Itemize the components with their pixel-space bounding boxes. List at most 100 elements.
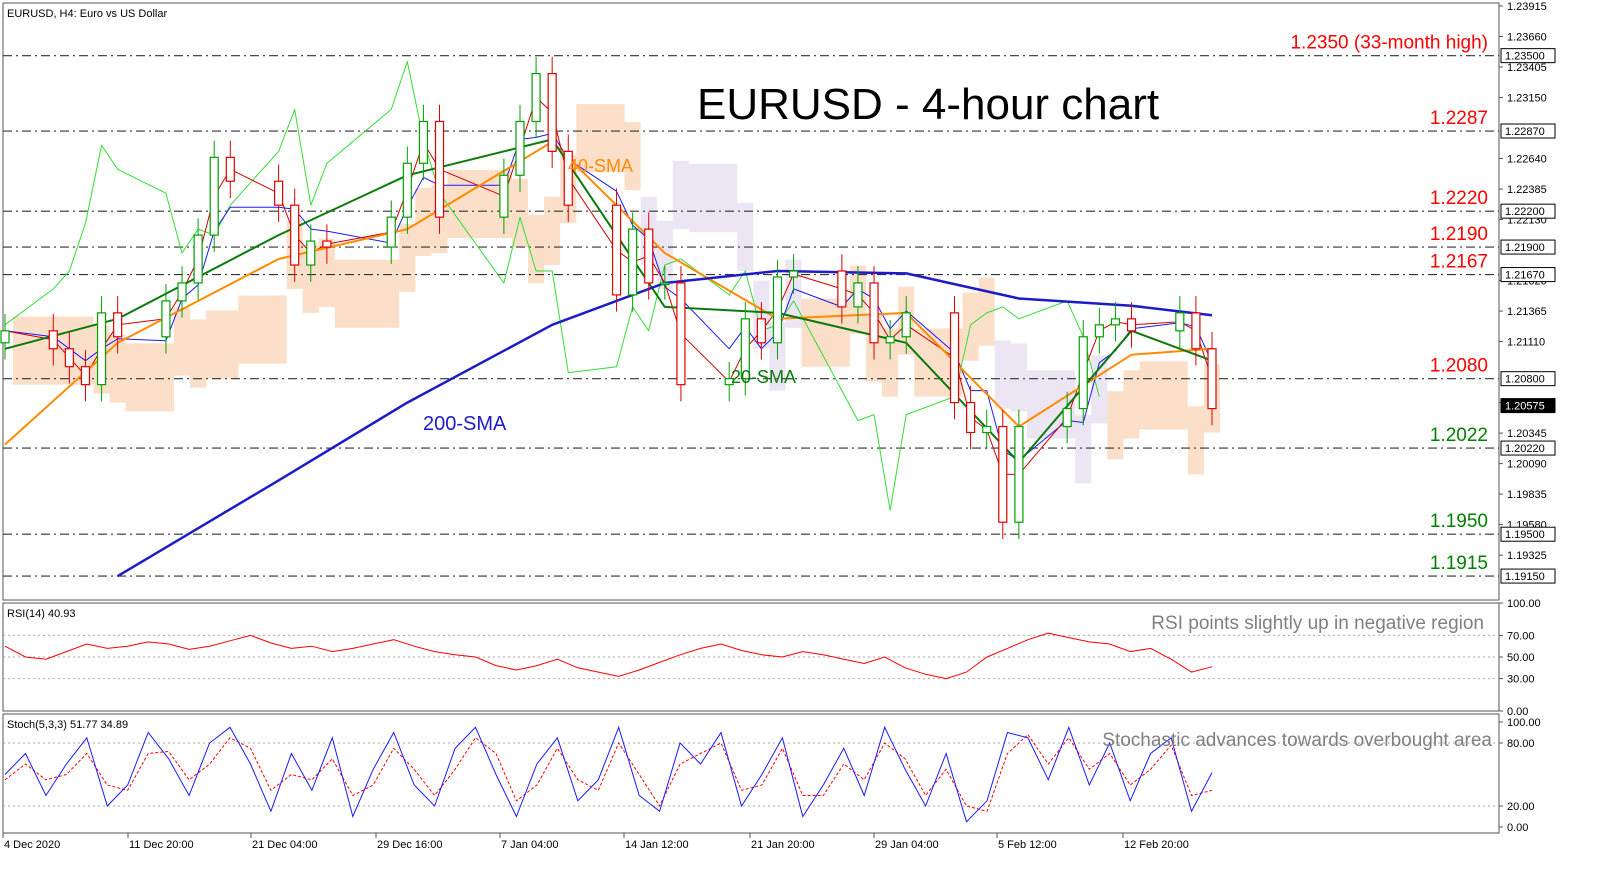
sma200-label: 200-SMA bbox=[423, 413, 507, 435]
candle-up bbox=[1014, 425, 1024, 523]
x-tick-label: 29 Dec 16:00 bbox=[377, 839, 442, 851]
level-tag-box bbox=[1500, 123, 1556, 139]
y-tick-label: 1.22385 bbox=[1507, 184, 1547, 196]
tenkan-sen-line bbox=[4, 97, 1213, 475]
level-tag-box bbox=[1500, 440, 1556, 456]
y-tick-label: 1.22640 bbox=[1507, 154, 1547, 166]
level-tag-box bbox=[1500, 398, 1556, 414]
time-axis: 4 Dec 2020 11 Dec 20:00 21 Dec 04:00 29 Dec… bbox=[2, 833, 1189, 851]
candle-up bbox=[853, 282, 863, 308]
candle-up bbox=[193, 234, 203, 284]
level-tag-box bbox=[1500, 48, 1556, 64]
candle-down bbox=[273, 180, 284, 206]
x-tick-label: 29 Jan 04:00 bbox=[875, 839, 939, 851]
level-tag-label: 1.21670 bbox=[1505, 270, 1545, 282]
candle-down bbox=[290, 204, 300, 266]
level-tag-label: 1.20220 bbox=[1505, 443, 1545, 455]
cloud-segment bbox=[882, 328, 899, 397]
level-annotation: 1.2287 bbox=[1430, 108, 1488, 129]
rsi-tick-label: 50.00 bbox=[1507, 652, 1535, 664]
level-annotation: 1.1950 bbox=[1430, 511, 1488, 532]
level-annotation: 1.2022 bbox=[1430, 425, 1488, 446]
candle-down bbox=[611, 204, 622, 296]
cloud-segment bbox=[544, 196, 561, 266]
candle-up bbox=[1078, 336, 1088, 410]
cloud-segment bbox=[399, 223, 416, 292]
candle-up bbox=[772, 276, 783, 344]
candle-up bbox=[0, 330, 10, 344]
candle-up bbox=[1175, 312, 1185, 332]
symbol-info: EURUSD, H4: Euro vs US Dollar bbox=[7, 8, 167, 20]
level-annotation: 1.2220 bbox=[1430, 188, 1488, 209]
cloud-segment bbox=[109, 334, 126, 403]
cloud-segment bbox=[125, 343, 174, 412]
sma40-line bbox=[4, 140, 1213, 446]
level-tags: 1.23500 1.22870 1.22200 1.21900 1.21670 1.208… bbox=[1500, 48, 1556, 584]
cloud-segment bbox=[13, 316, 62, 385]
x-tick-label: 4 Dec 2020 bbox=[4, 839, 60, 851]
cloud-segment bbox=[206, 310, 223, 379]
cloud-segment bbox=[318, 238, 335, 307]
y-tick-label: 1.19325 bbox=[1507, 550, 1547, 562]
x-tick-label: 14 Jan 12:00 bbox=[625, 839, 689, 851]
stochastic-indicator: 100.00 80.00 20.00 0.00 bbox=[3, 717, 1541, 834]
rsi-tick-label: 100.00 bbox=[1507, 598, 1541, 610]
candle-down bbox=[965, 401, 976, 434]
candle-up bbox=[982, 425, 992, 434]
level-tag-box bbox=[1500, 371, 1556, 387]
stoch-panel bbox=[2, 713, 1500, 834]
candle-down bbox=[837, 270, 847, 308]
candle-up bbox=[788, 270, 799, 278]
candle-up bbox=[885, 336, 895, 344]
candle-up bbox=[740, 318, 750, 380]
cloud-segment bbox=[994, 340, 1011, 409]
x-tick-label: 7 Jan 04:00 bbox=[501, 839, 559, 851]
candle-down bbox=[113, 312, 123, 338]
candle-down bbox=[563, 150, 573, 206]
level-tag-label: 1.22870 bbox=[1505, 126, 1545, 138]
rsi-legend: RSI(14) 40.93 bbox=[7, 608, 75, 620]
cloud-segment bbox=[334, 259, 400, 328]
candle-down bbox=[1191, 312, 1201, 350]
candle-down bbox=[547, 72, 557, 152]
candle-down bbox=[756, 318, 766, 344]
main-title: EURUSD - 4-hour chart bbox=[697, 80, 1159, 129]
stoch-k-line bbox=[4, 725, 1213, 823]
cloud-segment bbox=[624, 122, 641, 191]
level-tag-label: 1.21900 bbox=[1505, 242, 1545, 254]
sma200-line bbox=[117, 269, 1213, 578]
level-tag-label: 1.19500 bbox=[1505, 529, 1545, 541]
candle-up bbox=[901, 312, 911, 338]
candle-down bbox=[64, 348, 74, 368]
cloud-segment bbox=[415, 187, 432, 257]
stoch-legend: Stoch(5,3,3) 51.77 34.89 bbox=[7, 719, 128, 731]
level-annotation: 1.2080 bbox=[1430, 356, 1488, 377]
level-tag-label: 1.23500 bbox=[1505, 51, 1545, 63]
candle-down bbox=[869, 282, 879, 344]
candle-up bbox=[531, 72, 541, 123]
stoch-d-line bbox=[4, 733, 1213, 812]
cloud-segment bbox=[576, 104, 625, 173]
cloud-segment bbox=[1123, 370, 1140, 439]
candle-up bbox=[96, 312, 107, 386]
x-tick-label: 12 Feb 20:00 bbox=[1124, 839, 1189, 851]
candle-down bbox=[225, 156, 235, 182]
price-panel bbox=[2, 2, 1500, 601]
candle-down bbox=[434, 120, 445, 218]
y-tick-label: 1.23150 bbox=[1507, 93, 1547, 105]
cloud-segment bbox=[672, 160, 689, 230]
level-annotations: 1.2350 (33-month high) 1.2287 1.2220 1.2190… bbox=[1290, 33, 1488, 574]
cloud-segment bbox=[688, 163, 738, 233]
sma20-line bbox=[4, 138, 1213, 464]
candle-up bbox=[628, 228, 638, 296]
level-tag-box bbox=[1500, 568, 1556, 584]
candlesticks bbox=[0, 56, 1217, 539]
candle-up bbox=[209, 156, 219, 236]
chikou-span-line bbox=[4, 61, 1100, 511]
x-tick-label: 5 Feb 12:00 bbox=[998, 839, 1057, 851]
cloud-segment bbox=[222, 310, 239, 379]
x-tick-label: 21 Jan 20:00 bbox=[751, 839, 815, 851]
y-tick-label: 1.20345 bbox=[1507, 428, 1547, 440]
rsi-indicator: 100.00 70.00 50.00 30.00 0.00 bbox=[3, 598, 1541, 718]
cloud-segment bbox=[978, 277, 995, 346]
